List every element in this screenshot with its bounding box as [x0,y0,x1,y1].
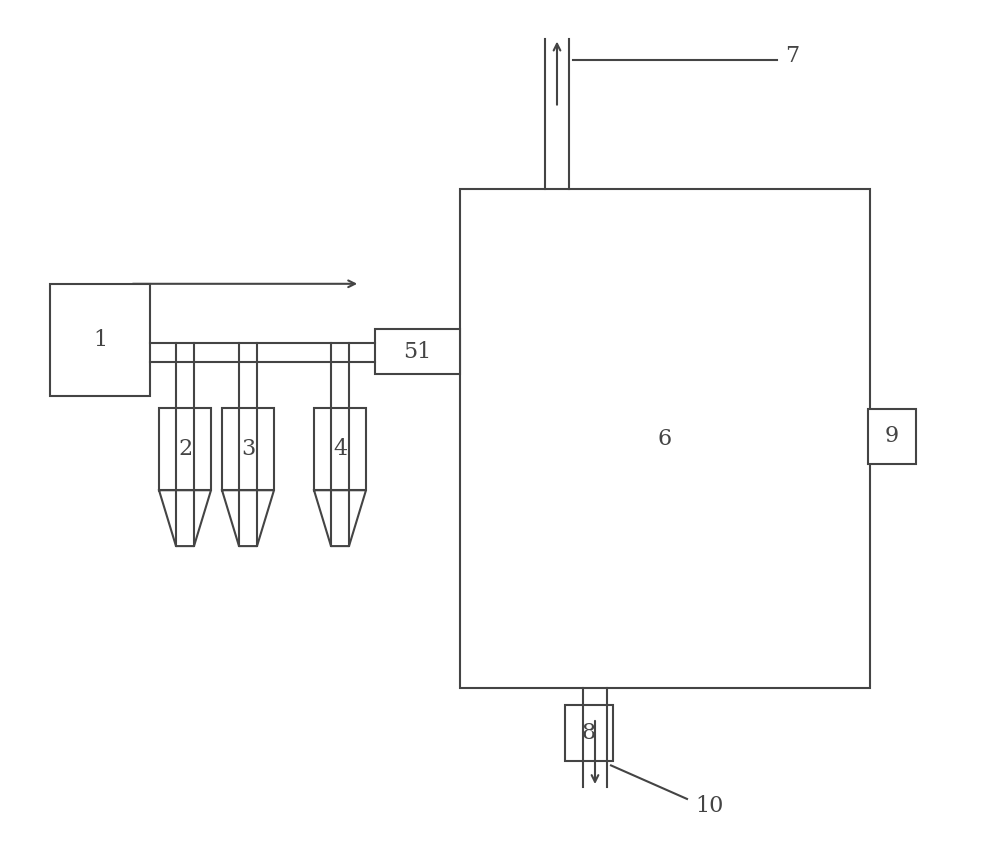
Text: 9: 9 [885,426,899,447]
Text: 51: 51 [403,341,432,363]
Text: 6: 6 [658,427,672,450]
Bar [314,408,366,490]
Text: 4: 4 [333,439,347,460]
Bar [222,408,274,490]
Text: 3: 3 [241,439,255,460]
Text: 2: 2 [178,439,192,460]
Text: 8: 8 [582,722,596,744]
Bar [159,408,211,490]
Bar [50,284,150,396]
Bar [460,189,870,688]
Bar [565,705,613,761]
Text: 1: 1 [93,329,107,351]
Text: 7: 7 [785,45,799,67]
Bar [375,329,460,374]
Text: 10: 10 [695,795,723,817]
Bar [868,408,916,464]
